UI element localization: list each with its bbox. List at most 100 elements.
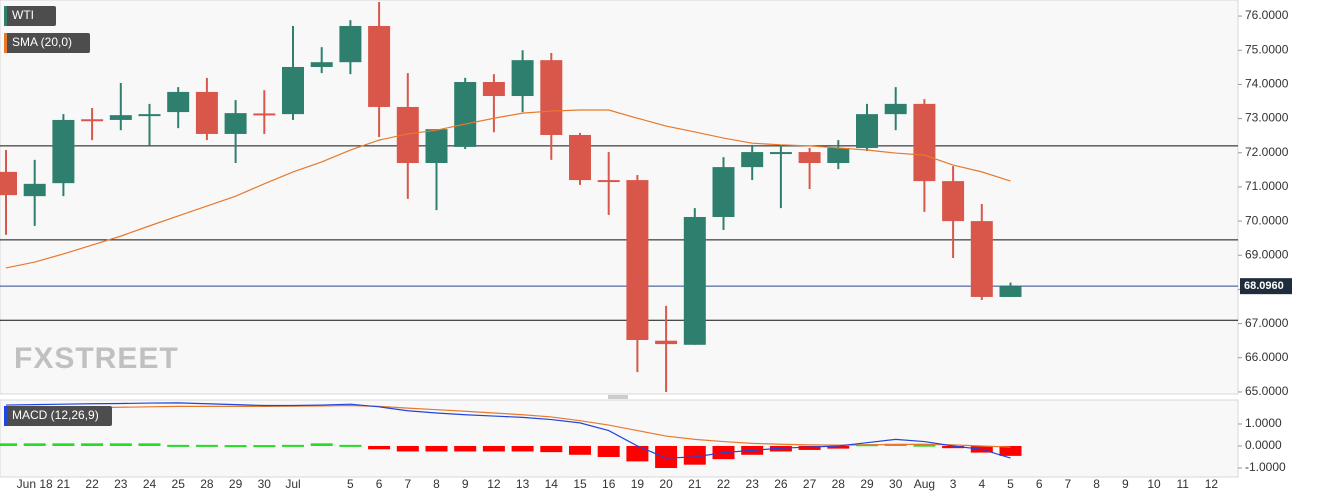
histogram-bar bbox=[310, 443, 333, 446]
x-tick-label: 9 bbox=[462, 477, 469, 491]
histogram-bar bbox=[913, 444, 936, 447]
y-tick-label: 70.0000 bbox=[1245, 213, 1289, 227]
histogram-bar bbox=[569, 445, 591, 455]
candle-body bbox=[540, 60, 563, 135]
x-tick-label: Jun 18 bbox=[17, 477, 53, 491]
x-tick-label: 6 bbox=[1036, 477, 1043, 491]
legend-swatch bbox=[4, 6, 7, 26]
y-tick-label: 0.0000 bbox=[1245, 438, 1282, 452]
histogram-bar bbox=[597, 445, 620, 457]
histogram-bar bbox=[454, 445, 477, 452]
legend-label: MACD (12,26,9) bbox=[12, 408, 99, 422]
x-tick-label: 12 bbox=[1205, 477, 1219, 491]
x-tick-label: 16 bbox=[602, 477, 616, 491]
y-tick-label: 75.0000 bbox=[1245, 42, 1289, 56]
x-tick-label: 22 bbox=[717, 477, 731, 491]
histogram-bar bbox=[167, 444, 190, 447]
legend-label: WTI bbox=[12, 8, 34, 22]
y-tick-label: 71.0000 bbox=[1245, 179, 1289, 193]
legend-box bbox=[4, 406, 112, 426]
y-tick-label: 66.0000 bbox=[1245, 350, 1289, 364]
candle-body bbox=[798, 152, 821, 163]
candle-body bbox=[282, 66, 304, 115]
x-tick-label: 10 bbox=[1147, 477, 1161, 491]
candle-body bbox=[597, 180, 620, 183]
x-tick-label: 13 bbox=[516, 477, 530, 491]
candle-body bbox=[626, 180, 649, 341]
y-tick-label: 1.0000 bbox=[1245, 416, 1282, 430]
histogram-bar bbox=[999, 445, 1022, 456]
histogram-bar bbox=[798, 445, 821, 450]
y-tick-label: 72.0000 bbox=[1245, 145, 1289, 159]
x-tick-label: 27 bbox=[803, 477, 817, 491]
legend-swatch bbox=[4, 33, 7, 53]
last-price-box bbox=[1240, 278, 1292, 295]
histogram-bar bbox=[942, 445, 965, 449]
x-tick-label: 9 bbox=[1122, 477, 1129, 491]
histogram-bar bbox=[23, 443, 46, 446]
x-tick-label: Aug bbox=[914, 477, 935, 491]
candle-body bbox=[769, 152, 792, 155]
sma-line bbox=[5, 109, 1011, 269]
x-tick-label: 5 bbox=[1007, 477, 1014, 491]
histogram-bar bbox=[827, 445, 850, 449]
last-price-label: 68.0960 bbox=[1244, 280, 1284, 292]
x-tick-label: 28 bbox=[832, 477, 846, 491]
y-tick-label: 76.0000 bbox=[1245, 8, 1289, 22]
candle-body bbox=[195, 91, 218, 134]
candle-body bbox=[741, 152, 764, 168]
candle-body bbox=[0, 171, 17, 196]
x-tick-label: 21 bbox=[57, 477, 71, 491]
x-tick-label: 14 bbox=[545, 477, 559, 491]
x-tick-label: 26 bbox=[774, 477, 788, 491]
x-tick-label: 22 bbox=[85, 477, 99, 491]
legend-swatch bbox=[4, 406, 7, 426]
x-tick-label: 12 bbox=[487, 477, 501, 491]
price-panel bbox=[0, 0, 1239, 395]
histogram-bar bbox=[253, 445, 276, 448]
y-tick-label: -1.0000 bbox=[1245, 460, 1286, 474]
histogram-bar bbox=[482, 445, 505, 452]
x-tick-label: 7 bbox=[1065, 477, 1072, 491]
candle-body bbox=[109, 115, 132, 120]
histogram-bar bbox=[282, 444, 304, 447]
macd-line bbox=[5, 402, 1011, 459]
x-tick-label: 19 bbox=[631, 477, 645, 491]
candle-body bbox=[913, 103, 936, 182]
x-tick-label: 15 bbox=[573, 477, 587, 491]
candle-body bbox=[81, 119, 104, 122]
candle-body bbox=[310, 62, 333, 67]
histogram-bar bbox=[138, 443, 161, 446]
candle-body bbox=[569, 134, 591, 181]
y-tick-label: 67.0000 bbox=[1245, 316, 1289, 330]
x-tick-label: 30 bbox=[258, 477, 272, 491]
x-tick-label: 29 bbox=[860, 477, 874, 491]
histogram-bar bbox=[52, 443, 75, 446]
candle-body bbox=[253, 113, 276, 116]
x-tick-label: 29 bbox=[229, 477, 243, 491]
x-tick-label: 25 bbox=[172, 477, 186, 491]
x-tick-label: 5 bbox=[347, 477, 354, 491]
candle-body bbox=[655, 340, 678, 345]
x-tick-label: Jul bbox=[285, 477, 300, 491]
histogram-bar bbox=[540, 445, 563, 453]
x-tick-label: 4 bbox=[978, 477, 985, 491]
histogram-bar bbox=[0, 443, 17, 446]
histogram-bar bbox=[109, 443, 132, 446]
histogram-bar bbox=[655, 445, 678, 468]
y-tick-label: 69.0000 bbox=[1245, 247, 1289, 261]
x-tick-label: 8 bbox=[433, 477, 440, 491]
candle-body bbox=[339, 25, 362, 63]
legend-box bbox=[4, 6, 56, 26]
histogram-bar bbox=[224, 445, 247, 448]
y-tick-label: 65.0000 bbox=[1245, 384, 1289, 398]
histogram-bar bbox=[626, 445, 649, 462]
candle-body bbox=[999, 286, 1022, 297]
y-tick-label: 74.0000 bbox=[1245, 77, 1289, 91]
x-tick-label: 30 bbox=[889, 477, 903, 491]
candle-body bbox=[167, 91, 190, 113]
x-tick-label: 11 bbox=[1176, 477, 1189, 491]
candle-body bbox=[511, 60, 534, 97]
candle-body bbox=[856, 114, 878, 148]
